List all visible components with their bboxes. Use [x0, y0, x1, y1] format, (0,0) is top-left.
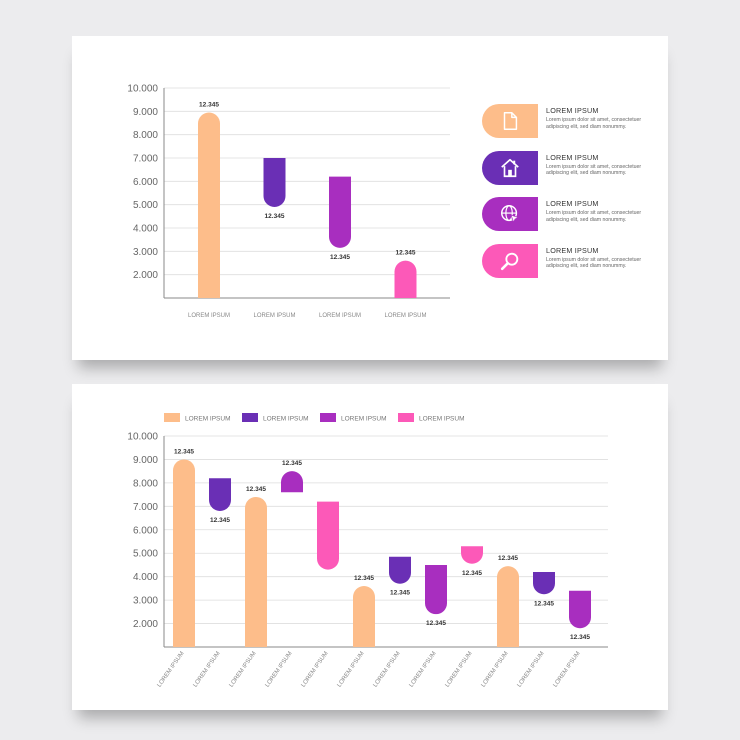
y-tick-label: 5.000 — [133, 200, 158, 211]
bar-value-label: 12.345 — [282, 460, 302, 467]
bar — [173, 459, 195, 647]
x-category-label: LOREM IPSUM — [188, 313, 230, 319]
top-bar-chart: 10.000 9.000 8.000 7.000 6.000 5.000 4.000 3.00… — [127, 84, 450, 319]
bar-value-label: 12.345 — [570, 634, 590, 641]
y-tick-label: 10.000 — [127, 84, 158, 95]
legend-swatch — [320, 413, 336, 422]
bar-value-label: 12.345 — [396, 250, 416, 257]
legend-swatch — [164, 413, 180, 422]
info-pill-orange — [482, 104, 538, 138]
x-category-label: LOREM IPSUM — [229, 651, 258, 689]
bar-value-label: 12.345 — [210, 517, 230, 524]
bottom-chart-card: 10.000 9.000 8.000 7.000 6.000 5.000 4.000 3.00… — [72, 384, 668, 710]
bar-value-label: 12.345 — [390, 590, 410, 597]
bar-value-label: 12.345 — [246, 486, 266, 493]
bar — [389, 556, 411, 584]
bar-value-label: 12.345 — [534, 600, 554, 607]
bar — [263, 158, 286, 207]
bar — [281, 471, 303, 493]
info-item-home: LOREM IPSUM Lorem ipsum dolor sit amet, … — [482, 150, 662, 187]
info-item-text: Lorem ipsum dolor sit amet, consectetuer… — [546, 163, 642, 177]
legend-swatch — [398, 413, 414, 422]
bottom-bar-chart: 10.000 9.000 8.000 7.000 6.000 5.000 4.000 3.00… — [127, 413, 608, 689]
info-item-title: LOREM IPSUM — [546, 199, 599, 208]
bar-value-label: 12.345 — [462, 570, 482, 577]
legend-label: LOREM IPSUM — [263, 416, 309, 423]
legend-label: LOREM IPSUM — [341, 416, 387, 423]
y-tick-label: 9.000 — [133, 455, 158, 466]
info-item-title: LOREM IPSUM — [546, 152, 599, 162]
document-icon — [503, 112, 518, 130]
bar-value-label: 12.345 — [498, 555, 518, 562]
info-item-globe: LOREM IPSUM Lorem ipsum dolor sit amet, … — [482, 197, 662, 233]
top-chart-card: 10.000 9.000 8.000 7.000 6.000 5.000 4.000 3.00… — [72, 36, 668, 360]
legend-label: LOREM IPSUM — [185, 416, 231, 423]
bar-value-label: 12.345 — [265, 213, 285, 220]
home-icon — [501, 158, 519, 177]
y-tick-label: 7.000 — [133, 154, 158, 165]
y-tick-label: 6.000 — [133, 177, 158, 188]
bar — [329, 176, 351, 248]
bar — [317, 501, 339, 570]
x-category-label: LOREM IPSUM — [553, 651, 582, 689]
x-category-label: LOREM IPSUM — [409, 651, 438, 689]
bar-value-label: 12.345 — [330, 254, 350, 261]
x-category-label: LOREM IPSUM — [373, 651, 402, 689]
y-tick-label: 4.000 — [133, 224, 158, 235]
bar — [245, 496, 267, 647]
y-tick-label: 9.000 — [133, 107, 158, 118]
bar — [209, 478, 231, 512]
x-category-label: LOREM IPSUM — [481, 651, 510, 689]
x-category-label: LOREM IPSUM — [253, 313, 295, 319]
info-pill-pink — [482, 243, 538, 278]
bar — [394, 260, 417, 298]
bar-value-label: 12.345 — [174, 448, 194, 455]
info-item-text: Lorem ipsum dolor sit amet, consectetuer… — [546, 117, 642, 130]
bar — [497, 566, 519, 647]
y-tick-label: 3.000 — [133, 596, 158, 607]
x-category-label: LOREM IPSUM — [193, 651, 222, 689]
x-category-label: LOREM IPSUM — [157, 651, 186, 689]
info-pill-purple — [482, 197, 538, 231]
x-category-label: LOREM IPSUM — [319, 313, 361, 319]
info-item-title: LOREM IPSUM — [546, 106, 599, 115]
y-tick-label: 4.000 — [133, 572, 158, 583]
x-category-label: LOREM IPSUM — [337, 651, 366, 689]
y-tick-label: 2.000 — [133, 619, 158, 630]
bar-value-label: 12.345 — [426, 620, 446, 627]
info-item-document: LOREM IPSUM Lorem ipsum dolor sit amet, … — [482, 104, 662, 140]
y-tick-label: 8.000 — [133, 130, 158, 141]
y-tick-label: 3.000 — [133, 247, 158, 258]
y-tick-label: 5.000 — [133, 549, 158, 560]
bar-value-label: 12.345 — [354, 575, 374, 582]
bar — [569, 590, 591, 629]
y-tick-label: 7.000 — [133, 502, 158, 513]
info-item-search: LOREM IPSUM Lorem ipsum dolor sit amet, … — [482, 243, 662, 280]
y-tick-label: 8.000 — [133, 478, 158, 489]
x-category-label: LOREM IPSUM — [301, 651, 330, 689]
legend-swatch — [242, 413, 258, 422]
globe-cursor-icon — [501, 205, 520, 224]
bar — [461, 546, 483, 564]
x-category-label: LOREM IPSUM — [384, 313, 426, 319]
info-legend-panel: LOREM IPSUM Lorem ipsum dolor sit amet, … — [482, 104, 662, 290]
info-pill-indigo — [482, 150, 538, 185]
bar-value-label: 12.345 — [199, 102, 219, 109]
bar — [198, 112, 220, 298]
bar — [533, 571, 555, 595]
legend-label: LOREM IPSUM — [419, 416, 465, 423]
info-item-text: Lorem ipsum dolor sit amet, consectetuer… — [546, 256, 642, 270]
info-item-text: Lorem ipsum dolor sit amet, consectetuer… — [546, 210, 642, 223]
y-tick-label: 6.000 — [133, 525, 158, 536]
x-category-label: LOREM IPSUM — [517, 651, 546, 689]
x-category-label: LOREM IPSUM — [445, 651, 474, 689]
info-item-title: LOREM IPSUM — [546, 245, 599, 255]
y-tick-label: 10.000 — [127, 432, 158, 443]
bar — [353, 586, 375, 647]
search-icon — [500, 252, 519, 270]
y-tick-label: 2.000 — [133, 270, 158, 281]
x-category-label: LOREM IPSUM — [265, 651, 294, 689]
bar — [425, 564, 447, 615]
